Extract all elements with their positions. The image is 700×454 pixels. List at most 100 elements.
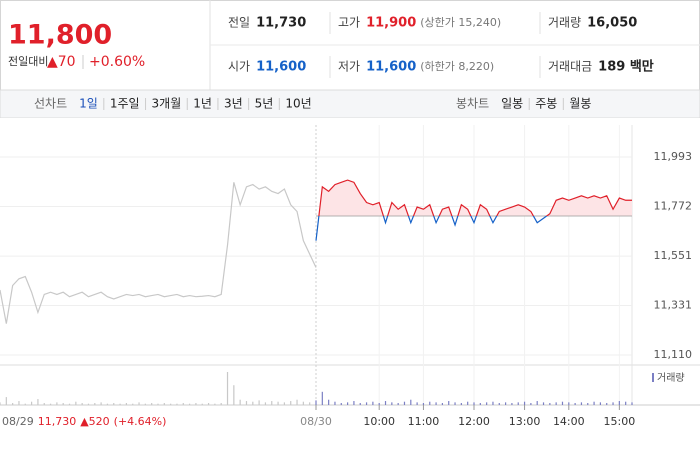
info-label: 저가 — [338, 60, 360, 74]
tab-bar — [0, 89, 700, 119]
info-value: 11,730 — [256, 16, 306, 31]
tab[interactable]: 10년 — [285, 97, 311, 111]
volume-bar — [353, 401, 355, 405]
change: ▲70 — [47, 54, 76, 70]
legend-label: 거래량 — [657, 372, 685, 384]
volume-bar — [214, 403, 216, 405]
volume-bar — [334, 401, 336, 405]
volume-bar — [264, 402, 267, 405]
volume-bar — [599, 402, 601, 405]
volume-bar — [56, 402, 58, 405]
y-tick-label: 11,551 — [654, 249, 693, 262]
tab[interactable]: 3개월 — [152, 97, 182, 111]
volume-bar — [49, 403, 52, 405]
x-tick-label: 15:00 — [604, 415, 636, 428]
tab[interactable]: 1일 — [79, 97, 98, 111]
volume-bar — [612, 402, 614, 405]
x-tick-label: 10:00 — [363, 415, 395, 428]
volume-bar — [176, 403, 178, 405]
volume-bar — [302, 401, 304, 405]
summary-rate: (+4.64%) — [114, 415, 167, 428]
x-tick-label: 08/30 — [300, 415, 332, 428]
tab[interactable]: 5년 — [255, 97, 274, 111]
info-label: 시가 — [228, 60, 250, 74]
volume-bar — [340, 403, 342, 405]
volume-bar — [138, 402, 140, 405]
info-value: 11,900 — [366, 16, 416, 31]
volume-bar — [517, 402, 519, 405]
volume-bar — [144, 403, 146, 405]
volume-bar — [498, 403, 500, 405]
chart-area — [0, 118, 700, 450]
tab[interactable]: 3년 — [224, 97, 243, 111]
volume-bar — [587, 403, 589, 405]
volume-bar — [422, 403, 425, 405]
tab[interactable]: 1년 — [193, 97, 212, 111]
volume-bar — [511, 403, 513, 405]
volume-bar — [530, 403, 532, 405]
volume-bar — [568, 402, 570, 405]
summary-change: ▲520 — [80, 415, 109, 428]
volume-bar — [239, 399, 241, 405]
info-value: 11,600 — [256, 60, 306, 75]
volume-bar — [448, 401, 450, 405]
volume-bar — [189, 403, 191, 405]
volume-bar — [328, 399, 330, 405]
info-value: 189 백만 — [598, 59, 654, 75]
volume-bar — [182, 403, 184, 405]
tab-group-label: 선차트 — [34, 97, 67, 111]
y-tick-label: 11,110 — [654, 348, 693, 361]
volume-bar — [283, 402, 285, 405]
volume-bar — [207, 403, 210, 405]
volume-bar — [365, 402, 368, 405]
volume-bar — [18, 401, 20, 405]
volume-bar — [467, 401, 469, 405]
volume-bar — [403, 401, 406, 405]
tab[interactable]: 주봉 — [535, 97, 557, 111]
volume-bar — [226, 372, 229, 405]
volume-bar — [12, 403, 14, 405]
tab[interactable]: 월봉 — [569, 97, 591, 111]
volume-bar — [580, 402, 583, 405]
volume-bar — [290, 401, 292, 405]
info-label: 고가 — [338, 16, 360, 30]
volume-bar — [536, 401, 538, 405]
volume-bar — [359, 403, 361, 405]
volume-bar — [100, 402, 102, 405]
volume-bar — [119, 403, 121, 405]
volume-bar — [542, 402, 545, 405]
legend-swatch — [652, 373, 654, 382]
info-label: 거래량 — [548, 16, 581, 30]
volume-bar — [606, 403, 608, 405]
volume-bar — [479, 403, 481, 405]
tab[interactable]: 일봉 — [501, 97, 523, 111]
summary-date: 08/29 — [2, 415, 34, 428]
x-tick-label: 14:00 — [553, 415, 585, 428]
volume-bar — [151, 403, 153, 405]
volume-bar — [347, 402, 349, 405]
volume-bar — [441, 403, 443, 405]
tab[interactable]: 1주일 — [110, 97, 140, 111]
volume-bar — [163, 403, 165, 405]
info-value: 16,050 — [587, 16, 637, 31]
volume-bar — [416, 402, 418, 405]
volume-bar — [233, 385, 235, 405]
volume-bar — [435, 402, 437, 405]
volume-bar — [460, 403, 462, 405]
volume-bar — [195, 403, 197, 405]
change-label: 전일대비 — [8, 54, 48, 68]
volume-bar — [593, 401, 595, 405]
volume-bar — [391, 402, 393, 405]
volume-bar — [43, 403, 45, 405]
volume-bar — [309, 402, 311, 405]
volume-bar — [37, 399, 39, 405]
volume-bar — [523, 401, 526, 405]
volume-bar — [75, 401, 77, 405]
price-line-up — [318, 179, 632, 216]
volume-bar — [106, 403, 109, 405]
volume-bar — [157, 403, 159, 405]
volume-bar — [429, 401, 431, 405]
volume-bar — [555, 402, 557, 405]
